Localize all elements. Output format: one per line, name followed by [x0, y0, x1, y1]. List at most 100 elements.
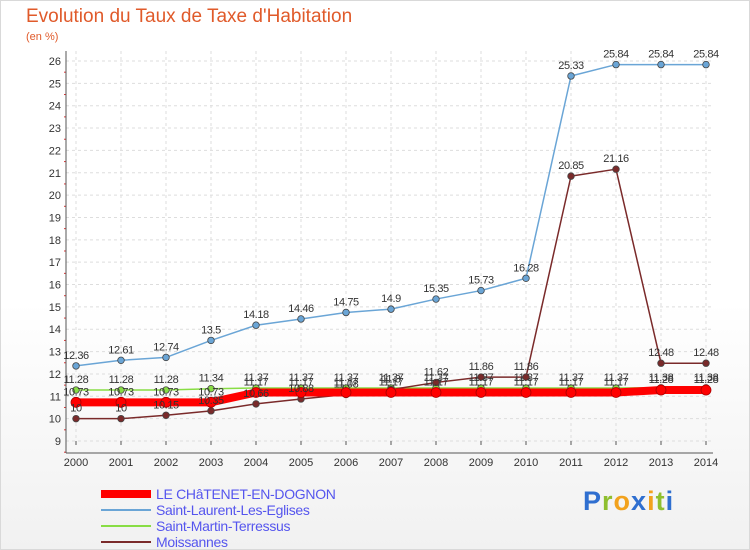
- data-label: 11.28: [649, 374, 674, 386]
- x-tick-label: 2001: [109, 457, 133, 469]
- data-point: [432, 378, 440, 387]
- data-point: [160, 396, 172, 408]
- x-tick-label: 2004: [244, 457, 268, 469]
- data-label: 11.17: [604, 376, 629, 388]
- data-label: 11.38: [649, 372, 674, 384]
- data-label: 11.62: [424, 366, 449, 378]
- data-label: 11.17: [334, 376, 359, 388]
- data-label: 14.46: [288, 303, 314, 315]
- data-label: 10.66: [243, 388, 269, 400]
- data-point: [657, 359, 665, 367]
- data-point: [340, 387, 352, 398]
- data-label: 10.73: [153, 386, 179, 398]
- data-point: [385, 387, 397, 398]
- data-label: 16.28: [513, 262, 539, 274]
- data-point: [207, 336, 215, 345]
- x-tick-label: 2002: [154, 457, 178, 469]
- data-label: 25.84: [648, 49, 674, 61]
- x-tick-label: 2008: [424, 457, 448, 469]
- data-label: 14.9: [381, 293, 401, 305]
- data-label: 14.75: [333, 296, 359, 308]
- data-point: [567, 72, 575, 80]
- data-point: [430, 387, 442, 398]
- chart-title: Evolution du Taux de Taxe d'Habitation: [26, 6, 353, 27]
- data-label: 12.74: [153, 341, 179, 353]
- data-label: 25.84: [693, 49, 719, 61]
- logo-letter: i: [665, 486, 675, 516]
- data-label: 12.61: [108, 344, 134, 356]
- data-label: 11.37: [514, 372, 539, 384]
- axes: 9 10 11 12 13 14 15 16 17 18 19 20 21 22 23 24 25 26 2000 2…: [49, 51, 718, 469]
- data-point: [162, 386, 170, 394]
- data-point: [342, 308, 350, 317]
- data-label: 11.17: [379, 376, 404, 388]
- x-tick-label: 2009: [469, 457, 493, 469]
- data-point: [207, 407, 215, 415]
- logo-letter: r: [602, 486, 614, 516]
- data-label: 13.5: [201, 324, 221, 336]
- data-label: 11.17: [559, 376, 584, 388]
- series-0: [70, 384, 712, 408]
- data-point: [295, 387, 307, 398]
- data-label: 21.16: [603, 153, 629, 165]
- data-point: [475, 387, 487, 398]
- data-label: 10.35: [198, 395, 224, 407]
- data-label: 11.3: [382, 374, 401, 386]
- data-labels: 10.73 10.73 10.73 10.73 11.17 11.17 11.17 11.17…: [63, 49, 719, 415]
- x-tick-label: 2014: [694, 457, 718, 469]
- data-label: 10.73: [63, 386, 89, 398]
- data-label: 11.38: [694, 372, 719, 384]
- data-label: 11.37: [559, 372, 584, 384]
- y-tick-label: 23: [49, 123, 61, 135]
- data-label: 10.15: [153, 399, 179, 411]
- data-point: [612, 165, 620, 173]
- data-point: [387, 305, 395, 313]
- y-tick-label: 17: [49, 257, 61, 269]
- data-point: [657, 60, 665, 69]
- y-tick-label: 21: [49, 168, 61, 180]
- data-label: 11.17: [469, 376, 494, 388]
- data-point: [72, 362, 80, 370]
- data-point: [565, 387, 577, 398]
- y-tick-label: 26: [49, 56, 61, 68]
- data-point: [612, 60, 620, 69]
- data-point: [432, 295, 440, 303]
- x-tick-label: 2003: [199, 457, 223, 469]
- data-label: 10: [115, 403, 127, 415]
- data-label: 11.17: [514, 376, 539, 388]
- y-tick-label: 19: [49, 212, 61, 224]
- legend-swatch: [101, 509, 151, 511]
- data-label: 25.84: [603, 49, 629, 61]
- data-label: 11.37: [424, 372, 449, 384]
- x-tick-label: 2000: [64, 457, 88, 469]
- y-tick-label: 16: [49, 280, 61, 292]
- data-label: 11.34: [199, 373, 224, 385]
- data-label: 10.73: [198, 386, 224, 398]
- data-point: [162, 411, 170, 419]
- x-tick-label: 2012: [604, 457, 628, 469]
- legend-label: LE CHâTENET-EN-DOGNON: [156, 486, 336, 502]
- data-label: 11.37: [244, 372, 269, 384]
- legend-swatch: [101, 541, 151, 543]
- y-tick-label: 22: [49, 145, 61, 157]
- y-tick-label: 15: [49, 302, 61, 314]
- y-tick-label: 12: [49, 369, 61, 381]
- logo-letter: o: [613, 486, 632, 516]
- data-point: [700, 384, 712, 396]
- y-tick-label: 24: [49, 101, 61, 113]
- data-label: 11.28: [154, 374, 179, 386]
- data-label: 11.37: [604, 372, 629, 384]
- legend-label: Moissannes: [156, 534, 228, 550]
- data-label: 25.33: [558, 60, 584, 72]
- data-point: [205, 396, 217, 408]
- data-label: 12.36: [63, 350, 89, 362]
- data-point: [522, 373, 530, 381]
- data-point: [297, 315, 305, 323]
- data-point: [117, 356, 125, 365]
- x-tick-label: 2010: [514, 457, 538, 469]
- data-label: 11.28: [694, 374, 719, 386]
- x-tick-label: 2005: [289, 457, 313, 469]
- data-point: [70, 396, 82, 408]
